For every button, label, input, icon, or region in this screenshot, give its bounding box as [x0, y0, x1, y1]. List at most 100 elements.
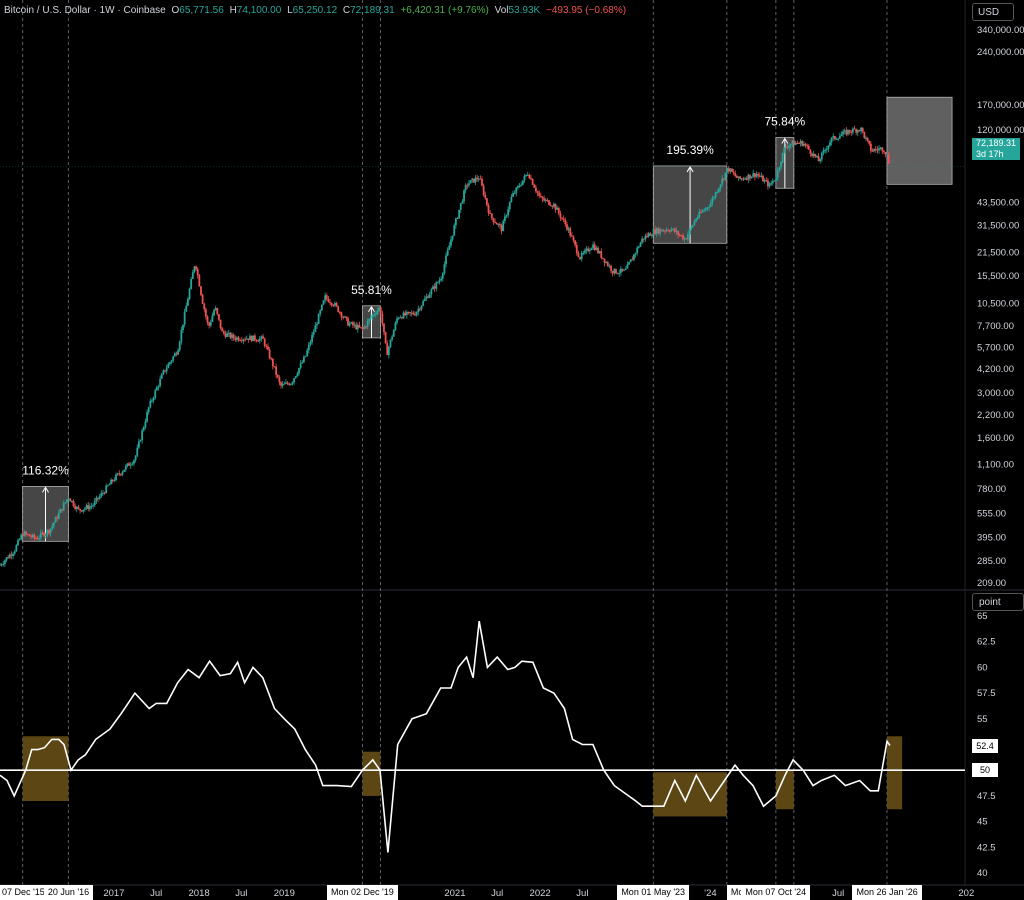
- candle-body: [420, 305, 423, 310]
- candle-body: [489, 212, 492, 214]
- candle-body: [407, 311, 410, 313]
- candle-body: [485, 198, 488, 206]
- candle-body: [7, 557, 10, 559]
- symbol-title[interactable]: Bitcoin / U.S. Dollar · 1W · Coinbase: [4, 5, 166, 16]
- candle-body: [783, 147, 786, 153]
- osc-range-box[interactable]: [775, 770, 794, 810]
- candle-body: [548, 200, 550, 206]
- candle-body: [159, 378, 162, 387]
- candle-body: [343, 316, 346, 318]
- candle-body: [23, 531, 26, 536]
- candle-body: [726, 168, 728, 173]
- candle-body: [487, 205, 490, 213]
- candle-body: [474, 177, 477, 183]
- candle-body: [307, 344, 310, 351]
- candle-body: [745, 178, 748, 180]
- candle-body: [598, 251, 601, 253]
- candle-body: [432, 286, 434, 290]
- candle-body: [695, 219, 697, 222]
- candle-body: [164, 370, 166, 372]
- candle-body: [316, 324, 318, 326]
- candle-body: [649, 233, 652, 236]
- candle-body: [247, 338, 250, 341]
- candle-body: [615, 268, 617, 274]
- candle-body: [824, 149, 827, 151]
- x-tick-label: 202: [958, 888, 974, 899]
- candle-body: [536, 191, 539, 193]
- osc-unit-button[interactable]: point: [972, 593, 1024, 611]
- candle-body: [268, 349, 271, 359]
- candle-body: [358, 325, 361, 328]
- candle-body: [291, 382, 294, 384]
- candle-body: [180, 329, 183, 342]
- candle-body: [776, 169, 779, 179]
- range-percent-label: 195.39%: [666, 143, 714, 157]
- candle-body: [48, 530, 50, 534]
- candle-body: [267, 346, 269, 350]
- candle-body: [36, 538, 39, 540]
- candle-body: [108, 484, 111, 486]
- candle-body: [169, 362, 171, 365]
- candle-body: [626, 264, 629, 269]
- price-tick-label: 1,600.00: [977, 433, 1014, 444]
- candle-body: [804, 143, 807, 146]
- legend-header: Bitcoin / U.S. Dollar · 1W · Coinbase O6…: [4, 5, 629, 16]
- candle-body: [384, 332, 387, 344]
- candle-body: [443, 264, 446, 274]
- candle-body: [430, 289, 433, 295]
- candle-body: [561, 217, 563, 219]
- candle-body: [436, 282, 439, 284]
- candle-body: [492, 217, 495, 222]
- candle-body: [618, 272, 621, 274]
- candle-body: [299, 363, 302, 369]
- candle-body: [361, 327, 364, 329]
- x-highlight-label: Mon 26 Jan '26: [852, 885, 922, 900]
- osc-range-box[interactable]: [886, 736, 903, 810]
- candle-body: [574, 240, 577, 245]
- candle-body: [226, 333, 229, 337]
- candle-body: [124, 465, 127, 470]
- candle-body: [221, 328, 224, 332]
- x-highlight-label: Mon 02 Dec '19: [326, 885, 398, 900]
- candle-body: [33, 534, 36, 538]
- candle-body: [454, 218, 457, 226]
- osc-range-box[interactable]: [362, 751, 381, 796]
- candle-body: [505, 215, 508, 217]
- candle-body: [605, 262, 608, 264]
- currency-button[interactable]: USD: [972, 3, 1014, 21]
- candle-body: [90, 506, 93, 508]
- candle-body: [244, 339, 246, 341]
- candle-body: [595, 247, 598, 250]
- candle-body: [535, 187, 537, 192]
- x-tick-label: 2022: [530, 888, 551, 899]
- candle-body: [4, 560, 6, 564]
- candle-body: [709, 202, 712, 207]
- candle-body: [799, 141, 802, 144]
- low-label: L: [287, 5, 293, 16]
- candle-body: [405, 311, 408, 316]
- candle-body: [301, 362, 304, 364]
- candle-body: [722, 178, 725, 180]
- candle-body: [319, 310, 322, 315]
- range-box[interactable]: [886, 96, 953, 185]
- candle-body: [141, 430, 144, 441]
- candle-body: [704, 207, 707, 211]
- candle-body: [262, 336, 264, 339]
- candle-body: [749, 174, 751, 179]
- candle-body: [229, 332, 232, 338]
- candle-body: [690, 226, 693, 230]
- candle-body: [693, 221, 696, 226]
- candle-body: [441, 273, 444, 279]
- candle-body: [518, 185, 521, 187]
- price-tick-label: 340,000.00: [977, 25, 1024, 36]
- candle-body: [70, 500, 73, 502]
- candle-body: [517, 186, 519, 188]
- osc-line[interactable]: [0, 620, 891, 853]
- candle-body: [757, 174, 760, 176]
- candle-body: [88, 506, 91, 510]
- candle-body: [476, 177, 478, 180]
- candle-body: [510, 196, 513, 203]
- candle-body: [588, 250, 591, 252]
- candle-body: [399, 317, 402, 319]
